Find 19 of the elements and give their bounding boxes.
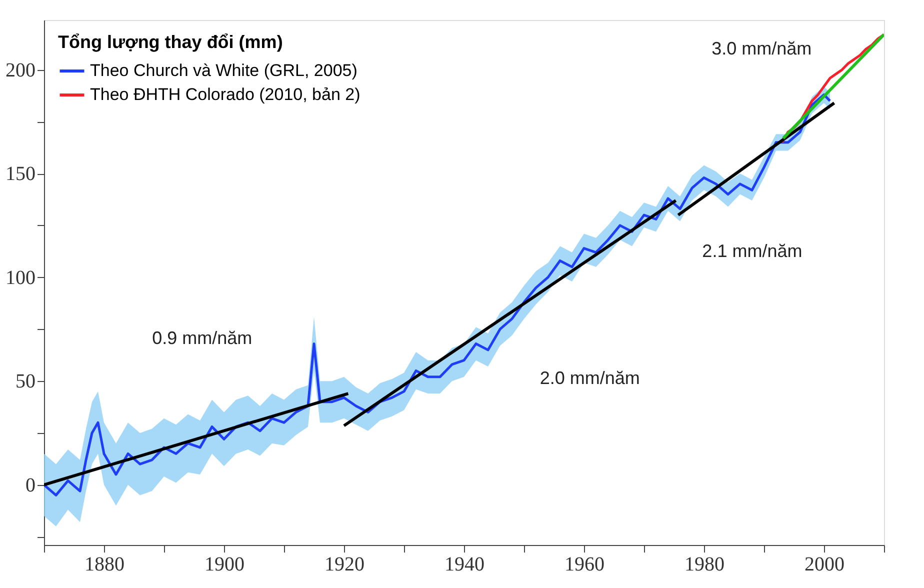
x-tick-label: 1980 — [684, 554, 724, 576]
legend-label: Theo Church và White (GRL, 2005) — [90, 61, 358, 80]
y-tick-label: 150 — [6, 163, 36, 186]
x-tick-label: 2000 — [804, 554, 844, 576]
y-tick-label: 200 — [6, 59, 36, 82]
x-tick-label: 1940 — [444, 554, 484, 576]
legend-title: Tổng lượng thay đổi (mm) — [58, 32, 283, 52]
annotation: 2.1 mm/năm — [702, 241, 802, 262]
x-tick-label: 1960 — [564, 554, 604, 576]
legend-label: Theo ĐHTH Colorado (2010, bản 2) — [90, 85, 360, 104]
y-tick-label: 50 — [16, 370, 36, 393]
annotation: 0.9 mm/năm — [152, 328, 252, 348]
y-tick-label: 100 — [6, 266, 36, 289]
x-tick-label: 1880 — [84, 554, 124, 576]
x-tick-label: 1920 — [324, 554, 364, 576]
x-tick-label: 1900 — [204, 554, 244, 576]
annotation: 3.0 mm/năm — [712, 38, 812, 58]
annotation: 2.0 mm/năm — [540, 368, 640, 388]
y-tick-label: 0 — [26, 474, 36, 496]
